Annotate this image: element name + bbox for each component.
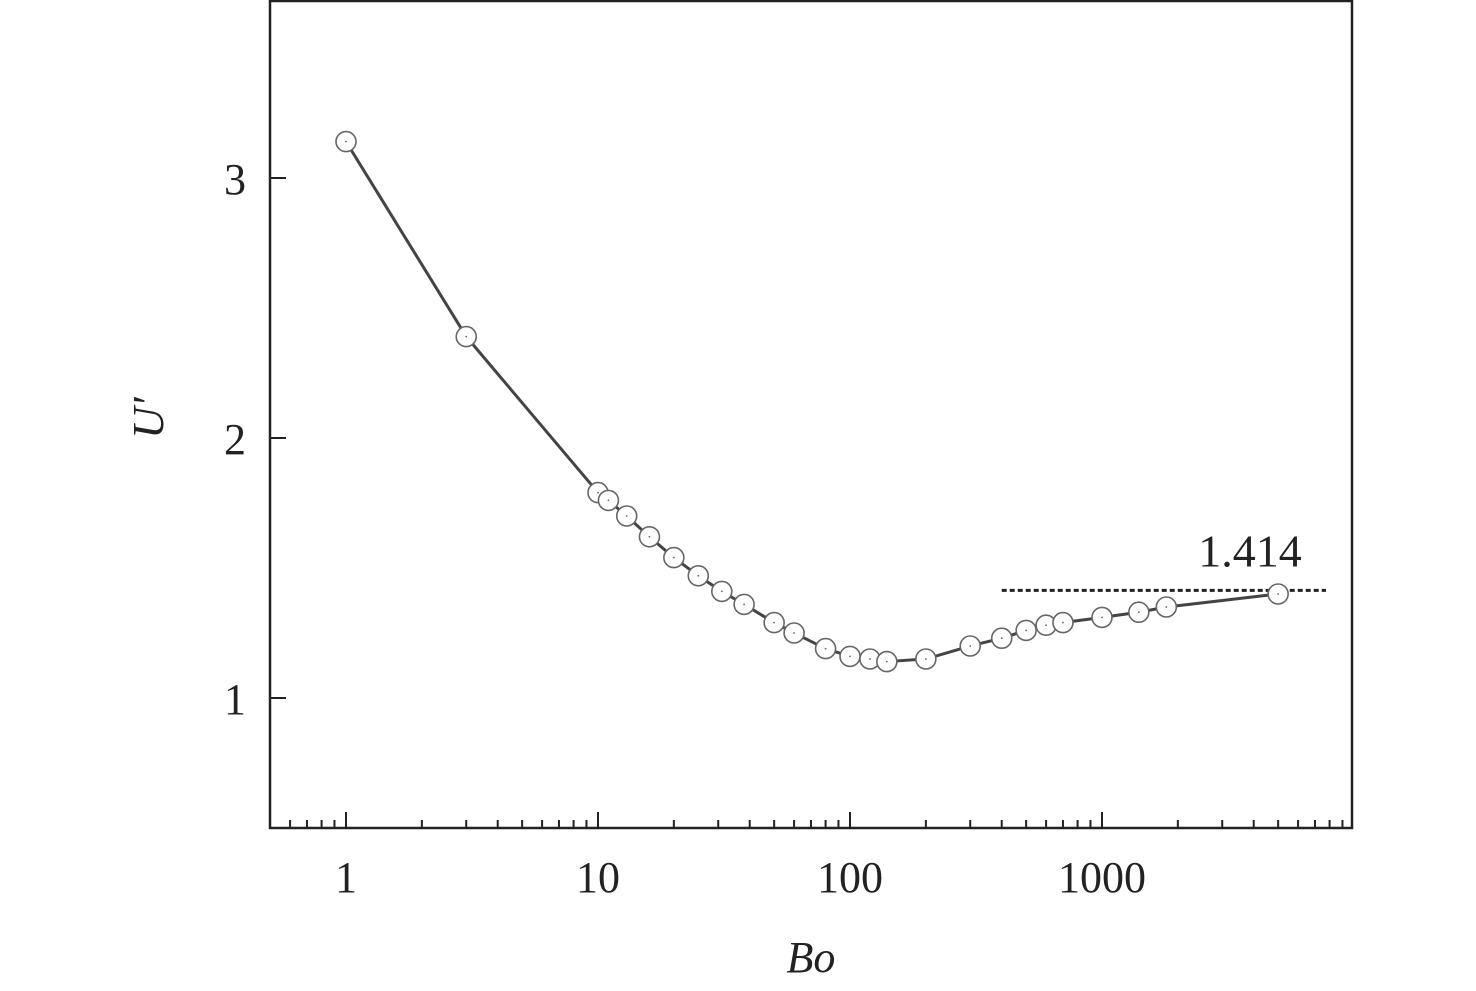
series-line-segment: [1148, 607, 1157, 612]
series-line-segment: [1111, 612, 1130, 618]
series-line-segment: [656, 542, 668, 553]
data-point-center: [1277, 593, 1280, 595]
data-point-center: [849, 655, 851, 658]
data-point-center: [885, 660, 888, 663]
data-point-center: [773, 621, 776, 624]
data-point-center: [924, 658, 927, 660]
data-point-center: [743, 603, 746, 606]
x-axis-ticks: 1 10 100 1000: [289, 812, 1344, 902]
series-line-segment: [979, 639, 993, 646]
reference-line-group: 1.414: [1001, 525, 1326, 592]
data-point-center: [1062, 621, 1064, 624]
series-line-segment: [633, 521, 644, 532]
y-axis-label: U′: [124, 396, 173, 439]
data-point-center: [1045, 624, 1047, 627]
series-line-segments: [349, 149, 1269, 663]
y-tick-label: 2: [224, 415, 246, 464]
series-line-segment: [349, 149, 463, 329]
reference-line-label: 1.414: [1198, 525, 1302, 576]
data-point-center: [720, 590, 723, 593]
data-point-center: [697, 574, 700, 577]
x-tick-label: 1: [335, 853, 357, 902]
series-line-segment: [1010, 632, 1018, 637]
data-point-center: [1025, 629, 1028, 632]
data-point-center: [969, 645, 972, 647]
data-point-center: [625, 515, 628, 517]
data-point-center: [345, 140, 347, 143]
x-axis-label: Bo: [787, 933, 836, 982]
plot-border: [268, 0, 1354, 830]
series-line-segment: [896, 658, 916, 663]
series-line-segment: [1072, 617, 1093, 623]
series-line-segment: [1176, 593, 1269, 608]
series-line-segment: [705, 580, 715, 588]
series-points: [335, 130, 1289, 673]
data-point-center: [1101, 616, 1103, 619]
series-line-segment: [680, 562, 692, 572]
data-point-center: [1137, 611, 1140, 614]
data-point-center: [793, 632, 795, 634]
series-line-segment: [729, 595, 737, 601]
y-tick-label: 3: [224, 155, 246, 204]
x-tick-label: 1000: [1058, 853, 1146, 902]
series-line-segment: [834, 650, 841, 655]
data-point-center: [1000, 637, 1003, 640]
data-point-center: [672, 556, 675, 559]
x-tick-label: 100: [817, 853, 883, 902]
y-axis-ticks: 1 2 3: [224, 155, 286, 724]
series-line-segment: [802, 636, 818, 646]
data-point-center: [1165, 606, 1168, 608]
series-line-segment: [935, 647, 962, 658]
data-point-center: [597, 491, 599, 494]
data-point-center: [648, 535, 651, 538]
plot-frame: [268, 0, 1354, 830]
y-tick-label: 1: [224, 675, 246, 724]
series-line-segment: [751, 608, 767, 619]
data-point-center: [824, 647, 827, 650]
data-point-center: [869, 658, 871, 660]
x-tick-label: 10: [576, 853, 620, 902]
series-line-segment: [471, 343, 593, 486]
data-point-center: [465, 335, 468, 338]
data-point-center: [607, 499, 610, 502]
